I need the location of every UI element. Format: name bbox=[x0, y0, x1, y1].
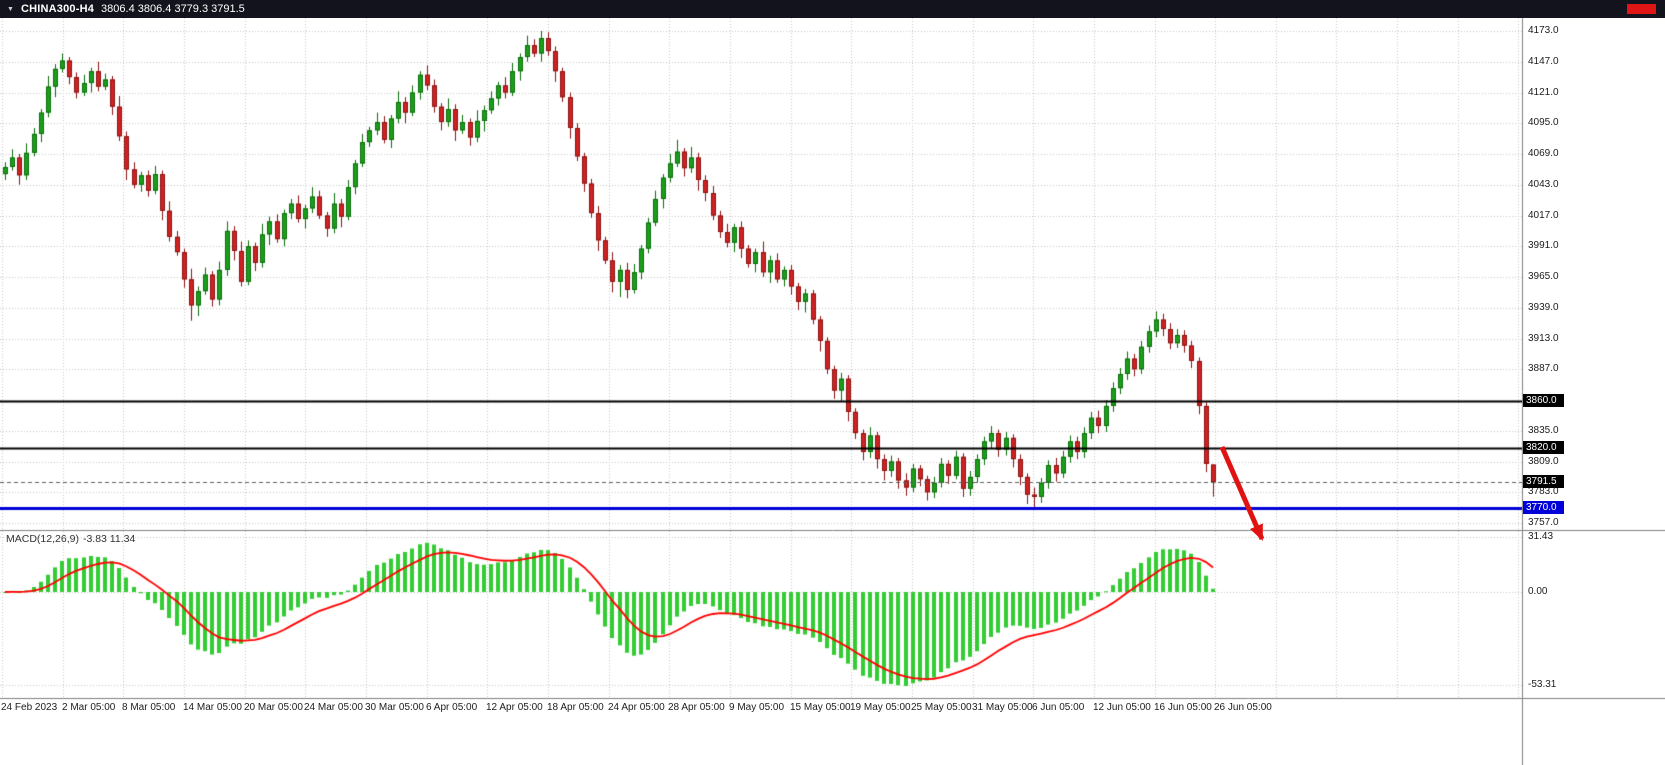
time-tick-label: 26 Jun 05:00 bbox=[1214, 702, 1272, 713]
price-tick-label: 4095.0 bbox=[1528, 117, 1559, 129]
price-tick-label: 3757.0 bbox=[1528, 517, 1559, 528]
time-tick-label: 12 Apr 05:00 bbox=[486, 702, 543, 713]
price-tick-label: 3887.0 bbox=[1528, 363, 1559, 375]
top-right-red-indicator bbox=[1627, 4, 1656, 14]
time-tick-label: 24 Feb 2023 bbox=[1, 702, 58, 713]
price-level-label: 3820.0 bbox=[1523, 441, 1564, 455]
macd-indicator-label: MACD(12,26,9) -3.83 11.34 bbox=[6, 533, 139, 545]
price-tick-label: 4121.0 bbox=[1528, 86, 1559, 98]
time-tick-label: 16 Jun 05:00 bbox=[1154, 702, 1212, 713]
macd-params-label: MACD(12,26,9) bbox=[6, 533, 79, 545]
price-tick-label: 4043.0 bbox=[1528, 178, 1559, 190]
price-tick-label: 4173.0 bbox=[1528, 25, 1559, 36]
symbol-period-label: CHINA300-H4 bbox=[20, 3, 95, 15]
time-tick-label: 18 Apr 05:00 bbox=[547, 702, 604, 713]
time-tick-label: 9 May 05:00 bbox=[729, 702, 785, 713]
chart-titlebar: ▼ CHINA300-H4 3806.4 3806.4 3779.3 3791.… bbox=[0, 0, 1665, 18]
time-tick-label: 25 May 05:00 bbox=[911, 702, 972, 713]
time-tick-label: 12 Jun 05:00 bbox=[1093, 702, 1151, 713]
time-tick-label: 15 May 05:00 bbox=[790, 702, 851, 713]
time-tick-label: 6 Apr 05:00 bbox=[426, 702, 478, 713]
price-axis[interactable]: 4173.0 4147.0 4121.0 4095.0 4069.0 4043.0 4017… bbox=[1522, 18, 1665, 765]
price-tick-label: 4147.0 bbox=[1528, 55, 1559, 67]
time-tick-label: 28 Apr 05:00 bbox=[668, 702, 725, 713]
time-tick-label: 8 Mar 05:00 bbox=[122, 702, 176, 713]
bid-price-label: 3791.5 bbox=[1523, 475, 1564, 489]
price-tick-label: 3991.0 bbox=[1528, 240, 1559, 252]
price-tick-label: 3783.0 bbox=[1528, 486, 1559, 498]
macd-scale-label: 0.00 bbox=[1528, 586, 1548, 597]
time-tick-label: 31 May 05:00 bbox=[972, 702, 1033, 713]
time-axis[interactable]: 24 Feb 2023 2 Mar 05:00 8 Mar 05:00 14 Mar … bbox=[0, 698, 1665, 765]
price-level-label: 3860.0 bbox=[1523, 394, 1564, 408]
price-tick-label: 3939.0 bbox=[1528, 301, 1559, 313]
time-tick-label: 6 Jun 05:00 bbox=[1032, 702, 1085, 713]
time-tick-label: 19 May 05:00 bbox=[850, 702, 911, 713]
price-tick-label: 3809.0 bbox=[1528, 455, 1559, 467]
macd-scale-label: 31.43 bbox=[1528, 531, 1554, 543]
macd-current-values: -3.83 11.34 bbox=[82, 533, 136, 545]
price-level-label: 3770.0 bbox=[1523, 500, 1564, 514]
price-tick-label: 4017.0 bbox=[1528, 209, 1559, 221]
price-tick-label: 3965.0 bbox=[1528, 271, 1559, 282]
time-tick-label: 24 Apr 05:00 bbox=[608, 702, 665, 713]
ohlc-values-label: 3806.4 3806.4 3779.3 3791.5 bbox=[101, 3, 245, 15]
symbol-dropdown-icon[interactable]: ▼ bbox=[7, 5, 14, 13]
time-tick-label: 14 Mar 05:00 bbox=[183, 702, 242, 713]
price-tick-label: 4069.0 bbox=[1528, 148, 1559, 159]
time-tick-label: 20 Mar 05:00 bbox=[244, 702, 303, 713]
time-tick-label: 30 Mar 05:00 bbox=[365, 702, 424, 713]
price-tick-label: 3913.0 bbox=[1528, 332, 1559, 344]
price-tick-label: 3835.0 bbox=[1528, 424, 1559, 436]
macd-scale-label: -53.31 bbox=[1528, 678, 1557, 690]
time-tick-label: 24 Mar 05:00 bbox=[304, 702, 363, 713]
time-tick-label: 2 Mar 05:00 bbox=[62, 702, 116, 713]
